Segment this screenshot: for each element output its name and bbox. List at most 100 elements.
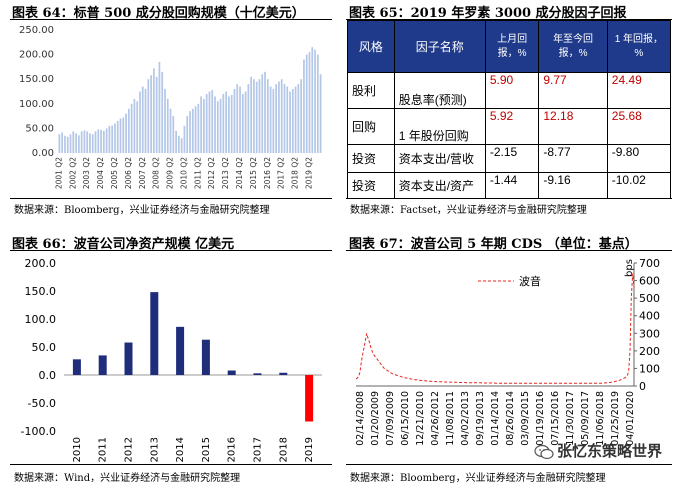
cell-style: 回购 — [347, 108, 395, 145]
cell-factor: 1 年股份回购 — [393, 108, 486, 145]
x-tick-label: 2016 Q2 — [263, 157, 272, 189]
y-unit-label: bps — [624, 259, 635, 277]
y-tick-label: 300 — [639, 327, 660, 340]
x-tick-label: 2010 Q2 — [179, 157, 188, 189]
bar — [253, 373, 262, 375]
y-tick-label: 200 — [639, 345, 660, 358]
chart67-source-rule — [346, 464, 672, 465]
bar — [253, 79, 255, 153]
bar — [300, 79, 303, 153]
legend-label: 波音 — [519, 274, 541, 288]
cell-1y: -10.02 — [606, 172, 672, 199]
bar — [258, 79, 261, 153]
factor-return-table: 风格 因子名称 上月回报，% 年至今回报，% 1 年回报，% 股利 股息率(预测… — [347, 20, 672, 199]
x-tick-label: 2015 Q2 — [249, 157, 258, 189]
bar — [166, 98, 169, 153]
bar — [91, 134, 94, 153]
bar — [311, 47, 314, 153]
y-tick-label: 50.00 — [25, 123, 54, 134]
bar — [305, 54, 308, 153]
bar — [139, 91, 141, 153]
cell-ytd: 12.18 — [538, 108, 608, 145]
x-tick-label: 2006 Q2 — [124, 157, 133, 189]
x-tick-label: 2005 Q2 — [110, 157, 119, 189]
x-tick-label: 11/08/2011 — [445, 391, 456, 446]
bar — [200, 96, 202, 153]
table65-title-rule — [346, 19, 672, 20]
y-tick-label: 500 — [639, 292, 660, 305]
chart67-title-rule — [346, 250, 672, 251]
x-tick-label: 2019 — [304, 437, 315, 462]
bar — [144, 89, 147, 153]
cell-factor: 股息率(预测) — [393, 72, 486, 109]
bar — [75, 133, 77, 153]
x-tick-label: 2012 Q2 — [207, 157, 216, 189]
bar — [150, 75, 152, 153]
bar — [122, 117, 125, 153]
chart64-title: 图表 64：标普 500 成分股回购规模（十亿美元） — [12, 6, 305, 21]
bar — [77, 135, 80, 153]
bar — [319, 74, 322, 153]
x-tick-label: 06/15/2010 — [400, 391, 411, 446]
x-tick-label: 08/26/2014 — [505, 391, 516, 446]
bar — [128, 108, 130, 153]
table-header-1y: 1 年回报，% — [606, 20, 672, 73]
chart66-title-rule — [10, 250, 332, 251]
bar — [303, 59, 305, 153]
bar — [239, 86, 241, 153]
bar — [233, 89, 236, 153]
x-tick-label: 2016 — [227, 437, 238, 462]
bar — [279, 372, 288, 375]
bar — [241, 93, 244, 153]
y-tick-label: 0.0 — [39, 369, 57, 382]
bar — [214, 96, 216, 153]
bar — [153, 68, 155, 153]
bar — [186, 116, 189, 153]
x-tick-label: 04/02/2013 — [460, 391, 471, 446]
chart64-source: 数据来源：Bloomberg，兴业证券经济与金融研究院整理 — [14, 205, 270, 216]
chart67-source: 数据来源：Bloomberg，兴业证券经济与金融研究院整理 — [350, 473, 606, 484]
bar — [147, 79, 150, 153]
x-tick-label: 2008 Q2 — [152, 157, 161, 189]
chart67-title: 图表 67：波音公司 5 年期 CDS （单位：基点） — [349, 237, 638, 252]
x-tick-label: 07/09/2009 — [385, 391, 396, 446]
bar — [114, 123, 116, 153]
cell-ytd: -9.16 — [538, 172, 608, 199]
bar — [191, 108, 194, 153]
bar — [189, 111, 191, 153]
x-tick-label: 2014 Q2 — [235, 157, 244, 189]
bar — [176, 326, 185, 375]
x-tick-label: 2002 Q2 — [68, 157, 77, 189]
bar — [297, 84, 300, 153]
y-tick-label: 100.00 — [19, 99, 54, 110]
bar — [178, 135, 180, 153]
bar — [278, 81, 280, 153]
bar — [125, 113, 127, 153]
table-header-month: 上月回报，% — [484, 20, 540, 73]
bar — [205, 93, 208, 153]
x-tick-label: 11/30/2017 — [565, 391, 576, 446]
bar — [272, 89, 275, 153]
bar — [314, 49, 316, 153]
table-row: 股利 股息率(预测) 5.90 9.77 24.49 — [347, 72, 672, 109]
x-tick-label: 2018 Q2 — [291, 157, 300, 189]
chart66-source: 数据来源：Wind，兴业证券经济与金融研究院整理 — [14, 473, 241, 484]
bar — [211, 90, 214, 153]
cell-1y: -9.80 — [606, 144, 672, 173]
x-tick-label: 2013 — [149, 437, 160, 462]
y-tick-label: 150.00 — [19, 74, 54, 85]
y-tick-label: 100.0 — [25, 313, 57, 326]
y-tick-label: 0 — [639, 380, 646, 393]
table-row: 回购 1 年股份回购 5.92 12.18 25.68 — [347, 108, 672, 145]
bar — [230, 94, 233, 153]
bar — [197, 103, 200, 153]
x-tick-label: 01/25/2019 — [610, 391, 621, 446]
bar — [150, 292, 159, 375]
bar — [294, 86, 297, 153]
bar — [227, 370, 236, 375]
x-tick-label: 2003 Q2 — [82, 157, 91, 189]
bar — [203, 98, 205, 153]
table65-source: 数据来源：Factset，兴业证券经济与金融研究院整理 — [350, 205, 587, 216]
y-tick-label: 0.00 — [32, 148, 54, 159]
x-tick-label: 2018 — [278, 437, 289, 462]
